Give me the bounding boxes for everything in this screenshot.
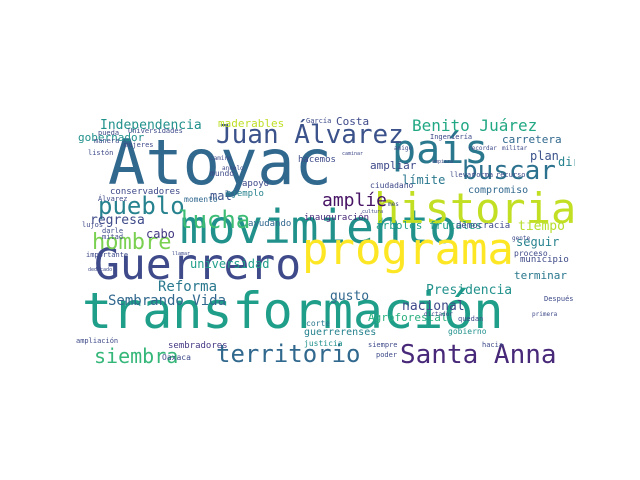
word-gente: gente	[512, 235, 531, 242]
word-mal: mal	[210, 189, 232, 203]
word-maderables: maderables	[218, 117, 285, 130]
word-ejemplo: ejemplo	[226, 189, 264, 199]
word-alvarez: Álvarez	[98, 195, 128, 203]
word-arboles-frutales: árboles frutales	[376, 219, 482, 232]
word-siempre: siempre	[368, 341, 398, 349]
word-reforma: Reforma	[158, 279, 218, 295]
word-atoyac: Atoyac	[108, 126, 332, 199]
word-anhelo: anhelo	[222, 165, 244, 172]
word-ingenieria: Ingeniería	[430, 133, 473, 141]
word-municipio: municipio	[520, 255, 569, 265]
word-forma: forma	[472, 171, 494, 179]
word-momento: momento	[184, 195, 218, 204]
word-recordar: recordar	[468, 145, 497, 152]
word-oaxaca: Oaxaca	[162, 353, 191, 362]
word-amplie: amplíe	[322, 190, 388, 211]
word-inauguracion: inauguración	[304, 213, 370, 223]
word-programa: programa	[302, 224, 514, 275]
word-pais: país	[392, 127, 489, 173]
word-pueblo: pueblo	[98, 192, 185, 220]
word-hacia: hacia	[482, 341, 504, 349]
word-transformacion: transformación	[82, 282, 504, 340]
word-plan: plan	[530, 149, 559, 163]
word-guerrero: Guerrero	[94, 240, 302, 290]
word-camino: camino	[210, 155, 232, 162]
word-hacemos: hacemos	[298, 155, 336, 165]
word-universidad: universidad	[190, 257, 270, 271]
word-agroforestal: Agroforestal	[368, 311, 448, 324]
word-universidades: Universidades	[128, 127, 183, 135]
word-historia: historia	[374, 184, 575, 233]
word-pueda: pueda	[98, 129, 120, 137]
word-lucha: lucha	[178, 206, 251, 234]
word-gobierno: gobierno	[448, 327, 487, 336]
word-despues: Después	[544, 295, 574, 303]
word-siembra: siembra	[94, 344, 179, 368]
word-manera: manera	[94, 137, 120, 145]
word-terminar: terminar	[514, 269, 567, 282]
word-apoyo: apoyo	[242, 179, 270, 189]
word-compromiso: compromiso	[468, 185, 529, 196]
word-tiempo: tiempo	[518, 219, 565, 234]
word-cloud: Atoyac transformación movimiento program…	[72, 116, 575, 368]
word-territorio: territorio	[216, 340, 361, 368]
word-cabo: cabo	[146, 227, 175, 241]
word-guerrerenses: guerrerenses	[304, 327, 377, 338]
word-llevar: llevar	[450, 171, 476, 179]
word-dictador: dictador	[424, 311, 453, 318]
word-justicia: justicia	[304, 339, 343, 348]
word-buscar: buscar	[462, 156, 556, 186]
word-costa: Costa	[336, 116, 370, 128]
word-ampliacion: ampliación	[76, 337, 119, 345]
word-hombre: hombre	[92, 230, 172, 255]
word-darle: darle	[102, 227, 124, 235]
word-presidencia: Presidencia	[426, 283, 513, 298]
word-empieza: empieza	[432, 159, 454, 165]
word-primera: primera	[532, 311, 558, 318]
word-proceso: proceso	[514, 249, 548, 258]
word-benito-juarez: Benito Juárez	[412, 116, 538, 135]
word-cultura: cultura	[362, 209, 384, 215]
word-garcia: García	[306, 117, 332, 125]
word-caminar: caminar	[342, 151, 364, 157]
word-regresa: regresa	[90, 213, 145, 228]
word-mes: mes	[388, 201, 399, 208]
word-mundo: mundo	[210, 169, 235, 178]
word-ayudando: ayudando	[248, 219, 292, 229]
word-limite: límite	[402, 173, 446, 187]
word-sembrando-vida: Sembrando Vida	[108, 293, 227, 309]
word-lujos: lujos	[82, 221, 104, 229]
word-militar: militar	[502, 145, 528, 152]
word-ciudadano: ciudadano	[370, 181, 414, 190]
word-ampliar: ampliar	[370, 159, 417, 172]
word-juan-alvarez: Juan Álvarez	[216, 120, 404, 150]
word-nacional: nacional	[402, 299, 465, 314]
word-movimiento: movimiento	[180, 200, 457, 254]
word-mitad: mitad	[102, 233, 124, 241]
word-santa-anna: Santa Anna	[400, 340, 557, 368]
word-liston: listón	[88, 149, 114, 157]
word-dedicado: dedicado	[88, 267, 113, 273]
word-carretera: carretera	[502, 133, 562, 146]
word-gusto: gusto	[330, 289, 370, 304]
word-conservadores: conservadores	[110, 187, 181, 197]
word-corte: corte	[306, 319, 331, 328]
word-sembradores: sembradores	[168, 341, 228, 351]
word-democracia: democracia	[456, 221, 511, 231]
word-amigo: amigo	[394, 145, 413, 152]
word-independencia: Independencia	[100, 118, 202, 133]
word-llamar: llamar	[172, 251, 191, 257]
word-poder: poder	[376, 351, 398, 359]
word-gobernador: gobernador	[78, 131, 145, 144]
word-dirigente: dirigente	[558, 155, 575, 169]
word-mujeres: mujeres	[124, 141, 154, 149]
word-quedan: quedan	[458, 315, 484, 323]
word-seguir: seguir	[516, 235, 560, 249]
word-recurso: recurso	[496, 171, 526, 179]
word-importante: importante	[86, 251, 129, 259]
